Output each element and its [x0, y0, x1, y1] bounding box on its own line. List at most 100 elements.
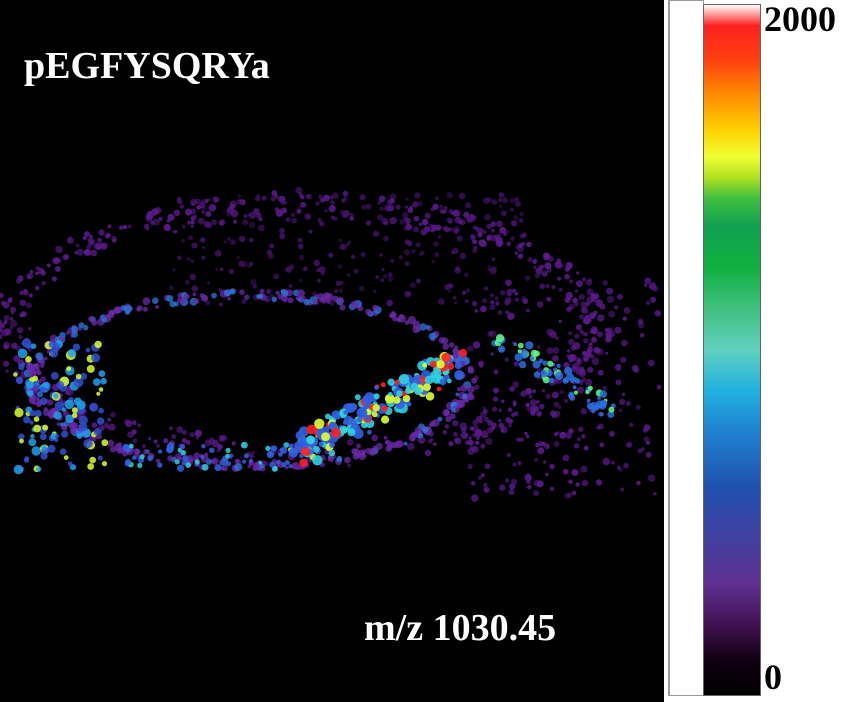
- signal-spot: [85, 347, 91, 353]
- signal-spot: [477, 475, 482, 480]
- signal-spot: [33, 424, 41, 433]
- signal-spot: [249, 237, 254, 243]
- signal-spot: [11, 342, 18, 349]
- signal-spot: [448, 219, 453, 224]
- signal-spot: [432, 442, 437, 446]
- signal-spot: [516, 437, 521, 442]
- signal-spot: [420, 250, 425, 255]
- signal-spot: [449, 227, 453, 232]
- signal-spot: [568, 428, 574, 434]
- signal-spot: [112, 238, 117, 243]
- signal-spot: [388, 392, 393, 397]
- signal-spot: [643, 436, 650, 443]
- signal-spot: [452, 209, 460, 217]
- signal-spot: [564, 266, 571, 272]
- signal-spot: [467, 463, 473, 470]
- signal-spot: [504, 357, 509, 362]
- signal-spot: [75, 243, 80, 248]
- signal-spot: [529, 399, 538, 407]
- signal-spot: [407, 207, 414, 214]
- signal-spot: [180, 238, 185, 243]
- signal-spot: [172, 230, 176, 234]
- signal-spot: [456, 235, 463, 242]
- signal-spot: [467, 385, 475, 394]
- signal-spot: [453, 296, 457, 300]
- signal-spot: [574, 333, 580, 339]
- signal-spot: [441, 352, 452, 363]
- signal-spot: [606, 295, 615, 304]
- signal-spot: [500, 425, 508, 434]
- signal-spot: [258, 224, 265, 232]
- signal-spot: [515, 245, 519, 249]
- signal-spot: [653, 491, 657, 496]
- signal-spot: [237, 194, 242, 198]
- signal-spot: [527, 484, 532, 490]
- signal-spot: [224, 289, 231, 297]
- signal-spot: [371, 447, 379, 454]
- signal-spot: [583, 338, 589, 344]
- signal-spot: [583, 317, 591, 325]
- signal-spot: [514, 353, 523, 362]
- signal-spot: [328, 449, 336, 457]
- signal-spot: [194, 429, 202, 437]
- signal-spot: [243, 453, 249, 459]
- signal-spot: [404, 387, 412, 395]
- signal-spot: [65, 390, 71, 395]
- signal-spot: [256, 212, 262, 219]
- signal-spot: [192, 214, 198, 220]
- signal-spot: [578, 369, 587, 377]
- signal-spot: [290, 212, 295, 218]
- signal-spot: [83, 439, 93, 449]
- signal-spot: [597, 396, 601, 400]
- signal-spot: [574, 289, 578, 293]
- signal-spot: [32, 375, 39, 382]
- signal-spot: [470, 480, 476, 486]
- signal-spot: [512, 462, 517, 467]
- signal-spot: [318, 266, 326, 273]
- signal-spot: [239, 289, 245, 296]
- signal-spot: [361, 204, 367, 210]
- signal-spot: [143, 223, 150, 230]
- signal-spot: [644, 277, 651, 285]
- signal-spot: [512, 381, 520, 388]
- signal-spot: [513, 215, 519, 220]
- signal-spot: [41, 280, 46, 286]
- signal-spot: [483, 482, 488, 488]
- signal-spot: [534, 457, 539, 462]
- signal-spot: [169, 300, 176, 308]
- signal-spot: [281, 207, 287, 214]
- signal-spot: [207, 197, 211, 202]
- signal-spot: [350, 300, 359, 309]
- signal-spot: [184, 208, 193, 216]
- signal-spot: [562, 454, 570, 462]
- signal-spot: [233, 220, 237, 224]
- signal-spot: [339, 425, 348, 434]
- signal-spot: [620, 487, 625, 492]
- signal-spot: [424, 212, 431, 219]
- signal-spot: [273, 273, 280, 280]
- signal-spot: [66, 236, 74, 244]
- signal-spot: [56, 422, 61, 427]
- signal-spot: [530, 349, 538, 357]
- signal-spot: [470, 234, 475, 239]
- signal-spot: [39, 433, 47, 441]
- signal-spot: [132, 455, 137, 460]
- signal-spot: [557, 276, 562, 281]
- signal-spot: [563, 398, 569, 403]
- signal-spot: [402, 394, 411, 403]
- signal-spot: [373, 230, 380, 237]
- signal-spot: [496, 220, 503, 228]
- signal-spot: [414, 387, 422, 395]
- signal-spot: [324, 413, 331, 420]
- signal-spot: [558, 319, 562, 323]
- signal-spot: [497, 198, 502, 202]
- signal-spot: [372, 233, 377, 237]
- signal-spot: [71, 407, 78, 414]
- signal-spot: [259, 289, 265, 294]
- signal-spot: [273, 193, 278, 197]
- signal-spot: [517, 342, 524, 349]
- signal-spot: [254, 195, 261, 202]
- signal-spot: [192, 292, 197, 297]
- signal-spot: [556, 363, 561, 369]
- signal-spot: [430, 207, 435, 212]
